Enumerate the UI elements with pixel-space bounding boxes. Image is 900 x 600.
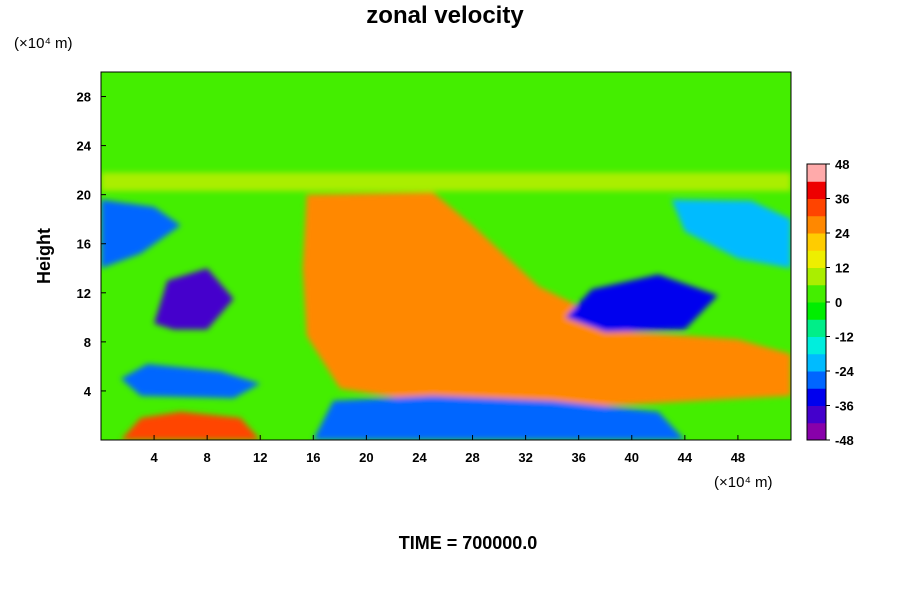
x-axis: 4 8 12 16 20 24 28 32 36 40 44 48 xyxy=(150,435,745,465)
colorbar-tick-label: -24 xyxy=(835,364,855,379)
west-easterly-patch xyxy=(154,268,234,330)
x-tick-label: 20 xyxy=(359,450,373,465)
positive-jet-outer xyxy=(302,192,791,409)
y-tick-label: 20 xyxy=(77,188,91,203)
surface-jet-edge xyxy=(120,411,261,440)
east-easterly-halo xyxy=(565,274,719,333)
colorbar-tick-label: 24 xyxy=(835,226,850,241)
colorbar-tick-label: 48 xyxy=(835,157,849,172)
colorbar-tick-label: 36 xyxy=(835,192,849,207)
y-axis-label: Height xyxy=(34,228,54,284)
upper-jet-band xyxy=(101,172,791,191)
colorbar-tick-label: -12 xyxy=(835,330,854,345)
colorbar-segment xyxy=(807,371,826,389)
plot-area xyxy=(101,72,791,440)
colorbar-segment xyxy=(807,284,826,303)
colorbar-segment xyxy=(807,422,826,441)
west-lower-vortex xyxy=(120,363,261,399)
colorbar-segment xyxy=(807,164,826,182)
colorbar-segment xyxy=(807,198,826,217)
colorbar-segment xyxy=(807,215,826,234)
colorbar-segment xyxy=(807,336,826,355)
plot-frame xyxy=(100,71,792,441)
x-unit-label: (×10⁴ m) xyxy=(714,474,773,491)
x-tick-label: 48 xyxy=(731,450,745,465)
colorbar-segment xyxy=(807,302,826,320)
x-tick-label: 16 xyxy=(306,450,320,465)
y-tick-label: 4 xyxy=(84,384,92,399)
time-label: TIME = 700000.0 xyxy=(399,533,538,553)
colorbar-segment xyxy=(807,233,826,251)
x-tick-label: 44 xyxy=(678,450,693,465)
y-axis: 4 8 12 16 20 24 28 xyxy=(77,90,106,399)
colorbar-segment xyxy=(807,353,826,372)
lower-easterly-halo xyxy=(313,395,685,440)
colorbar-segment xyxy=(807,405,826,424)
x-tick-label: 36 xyxy=(571,450,585,465)
east-upper-easterly xyxy=(671,199,791,269)
colorbar-segment xyxy=(807,319,826,337)
x-tick-label: 24 xyxy=(412,450,427,465)
chart-title: zonal velocity xyxy=(366,2,524,29)
y-tick-label: 16 xyxy=(77,237,91,252)
x-tick-label: 12 xyxy=(253,450,267,465)
y-tick-label: 12 xyxy=(77,286,91,301)
colorbar-tick-label: 12 xyxy=(835,261,849,276)
colorbar-tick-label: 0 xyxy=(835,295,842,310)
x-tick-label: 8 xyxy=(204,450,211,465)
y-tick-label: 24 xyxy=(77,139,92,154)
contour-fields xyxy=(101,172,791,440)
x-tick-label: 4 xyxy=(150,450,158,465)
y-tick-label: 8 xyxy=(84,335,91,350)
y-unit-label: (×10⁴ m) xyxy=(14,35,73,52)
colorbar-tick-label: -36 xyxy=(835,399,854,414)
x-tick-label: 28 xyxy=(465,450,479,465)
west-upper-easterly xyxy=(101,199,181,269)
colorbar-segment xyxy=(807,388,826,406)
x-tick-label: 32 xyxy=(518,450,532,465)
colorbar-segment xyxy=(807,267,826,286)
y-tick-label: 28 xyxy=(77,90,91,105)
colorbar-ticks: 48 36 24 12 0 -12 -24 -36 -48 xyxy=(826,157,855,448)
colorbar-segment xyxy=(807,250,826,268)
colorbar-segment xyxy=(807,181,826,199)
colorbar-tick-label: -48 xyxy=(835,433,854,448)
x-tick-label: 40 xyxy=(625,450,639,465)
colorbar xyxy=(806,163,827,441)
